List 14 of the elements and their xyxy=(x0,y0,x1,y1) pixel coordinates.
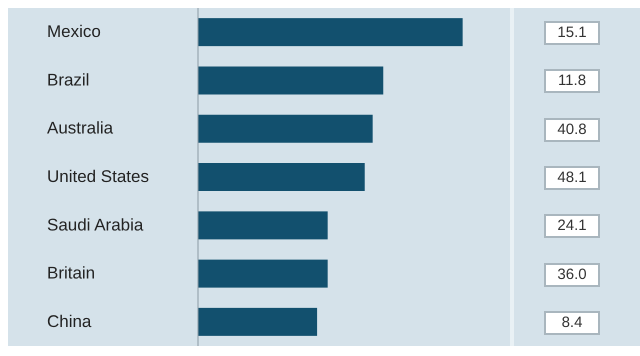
y-tick-label: United States xyxy=(47,167,149,186)
y-tick-label: Brazil xyxy=(47,70,90,90)
y-tick-label: Mexico xyxy=(47,22,101,42)
text: 36.0 xyxy=(544,262,600,287)
text: 24.1 xyxy=(544,214,600,238)
text: 40.8 xyxy=(544,118,600,142)
y-tick-label: China xyxy=(47,312,92,331)
text: 11.8 xyxy=(544,69,600,94)
y-tick-label: Australia xyxy=(47,118,114,138)
text: 15.1 xyxy=(544,21,600,46)
text: 8.4 xyxy=(544,310,600,335)
y-tick-label: Saudi Arabia xyxy=(47,215,144,234)
text: 48.1 xyxy=(544,166,600,190)
y-tick-label: Britain xyxy=(47,264,96,283)
